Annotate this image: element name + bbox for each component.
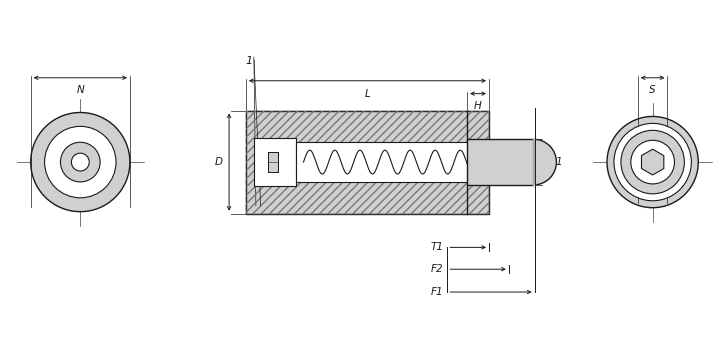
Bar [467, 139, 534, 185]
Circle shape [44, 126, 116, 198]
Text: T1: T1 [430, 243, 443, 253]
Text: F2: F2 [430, 264, 443, 274]
Text: S: S [649, 85, 656, 95]
Text: D: D [215, 157, 223, 167]
Wedge shape [534, 139, 556, 185]
Text: D1: D1 [548, 157, 563, 167]
Text: N: N [76, 85, 84, 95]
Circle shape [607, 117, 698, 208]
Bar [296, 142, 487, 182]
Polygon shape [268, 152, 278, 172]
Circle shape [614, 124, 691, 201]
Bar [246, 110, 489, 214]
Bar [246, 110, 489, 214]
Text: F1: F1 [430, 287, 443, 297]
Circle shape [60, 142, 100, 182]
Polygon shape [641, 149, 664, 175]
Bar [254, 138, 296, 186]
Bar [467, 139, 534, 185]
Circle shape [631, 140, 675, 184]
Text: H: H [474, 101, 482, 111]
Circle shape [31, 112, 130, 212]
Circle shape [621, 130, 684, 194]
Text: L: L [365, 89, 370, 99]
Circle shape [71, 153, 89, 171]
Text: 1: 1 [246, 56, 252, 66]
